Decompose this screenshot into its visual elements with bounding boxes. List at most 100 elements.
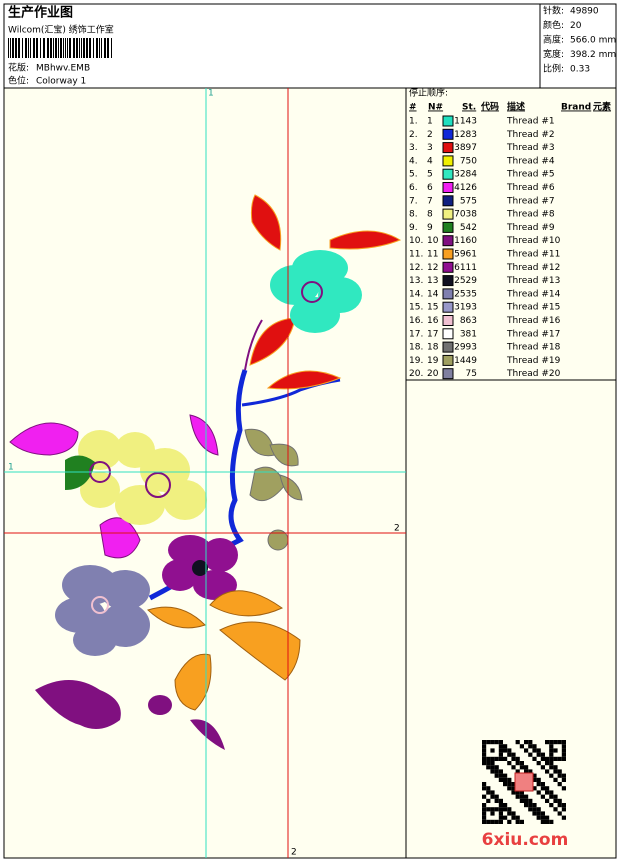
stitches: 2535 [454,289,477,299]
needle: 12 [427,263,438,273]
color-swatch [442,275,454,287]
qr-cell [557,811,562,816]
description: Thread #9 [506,223,555,233]
guide-label: 2 [291,848,297,858]
qr-cell [498,756,503,761]
needle: 20 [427,369,439,379]
color-swatch [442,195,454,207]
stitches: 6111 [454,263,477,273]
column-header: N# [428,103,443,113]
needle: 13 [427,276,438,286]
qr-cell [490,765,495,770]
qr-cell [490,790,495,795]
stitches: 3284 [454,170,477,180]
qr-cell [536,761,541,766]
description: Thread #4 [506,156,555,166]
color-swatch [442,182,454,193]
description: Thread #11 [506,250,560,260]
stitches: 3897 [454,143,477,153]
qr-cell [482,811,487,816]
qr-cell [524,765,529,770]
qr-cell [498,748,503,753]
column-header: St. [462,103,476,113]
qr-cell [561,744,566,749]
bar [55,38,57,58]
qr-cell [536,782,541,787]
qr-cell [561,748,566,753]
color-swatch [442,248,454,260]
qr-cell [528,798,533,803]
qr-cell [494,765,499,770]
qr-cell [482,803,487,808]
row-index: 4. [409,156,418,166]
qr-cell [532,748,537,753]
qr-cell [490,819,495,824]
stat-value: 49890 [570,7,599,17]
row-index: 6. [409,183,418,193]
color-swatch [442,354,454,366]
qr-cell [545,790,550,795]
qr-cell [561,773,566,778]
qr-cell [536,777,541,782]
row-index: 19. [409,356,423,366]
bar [25,38,27,58]
qr-cell [482,807,487,812]
qr-cell [557,773,562,778]
qr-cell [536,790,541,795]
color-swatch [442,168,454,180]
stitches: 381 [460,329,477,339]
qr-cell [561,777,566,782]
qr-cell [553,777,558,782]
qr-cell [498,744,503,749]
qr-cell [519,761,524,766]
qr-cell [507,782,512,787]
bar [76,38,78,58]
qr-cell [540,811,545,816]
qr-cell [507,786,512,791]
bar [86,38,88,58]
bar [36,38,38,58]
bar [107,38,109,58]
qr-cell [519,794,524,799]
qr-cell [528,769,533,774]
stitches: 542 [460,223,477,233]
row-index: 10. [409,236,423,246]
qr-cell [503,744,508,749]
stitches: 2529 [454,276,477,286]
qr-cell [549,819,554,824]
row-index: 14. [409,289,423,299]
qr-cell [545,798,550,803]
qr-cell [549,773,554,778]
qr-cell [503,782,508,787]
qr-cell [482,756,487,761]
qr-cell [482,794,487,799]
qr-cell [482,819,487,824]
qr-cell [503,803,508,808]
qr-cell [515,769,520,774]
qr-cell [561,752,566,757]
qr-cell [486,819,491,824]
qr-cell [549,761,554,766]
bar [69,38,71,58]
stitches: 575 [460,196,477,206]
qr-cell [494,769,499,774]
qr-cell [482,744,487,749]
bar [53,38,54,58]
qr-cell [511,756,516,761]
qr-cell [553,740,558,745]
qr-cell [498,752,503,757]
bar [58,38,59,58]
color-swatch [442,115,454,127]
qr-cell [515,815,520,820]
qr-cell [507,761,512,766]
qr-cell [557,756,562,761]
stitches: 3193 [454,303,477,313]
qr-cell [515,761,520,766]
qr-cell [561,786,566,791]
colorway-label: 色位: [8,75,29,87]
qr-cell [503,815,508,820]
guide-label: 1 [8,463,14,473]
qr-cell [553,765,558,770]
qr-cell [540,815,545,820]
row-index: 1. [409,117,418,127]
